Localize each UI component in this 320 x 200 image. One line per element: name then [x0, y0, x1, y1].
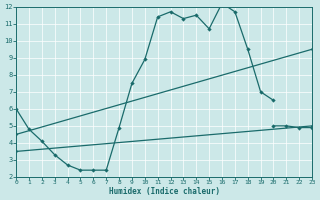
- X-axis label: Humidex (Indice chaleur): Humidex (Indice chaleur): [108, 187, 220, 196]
